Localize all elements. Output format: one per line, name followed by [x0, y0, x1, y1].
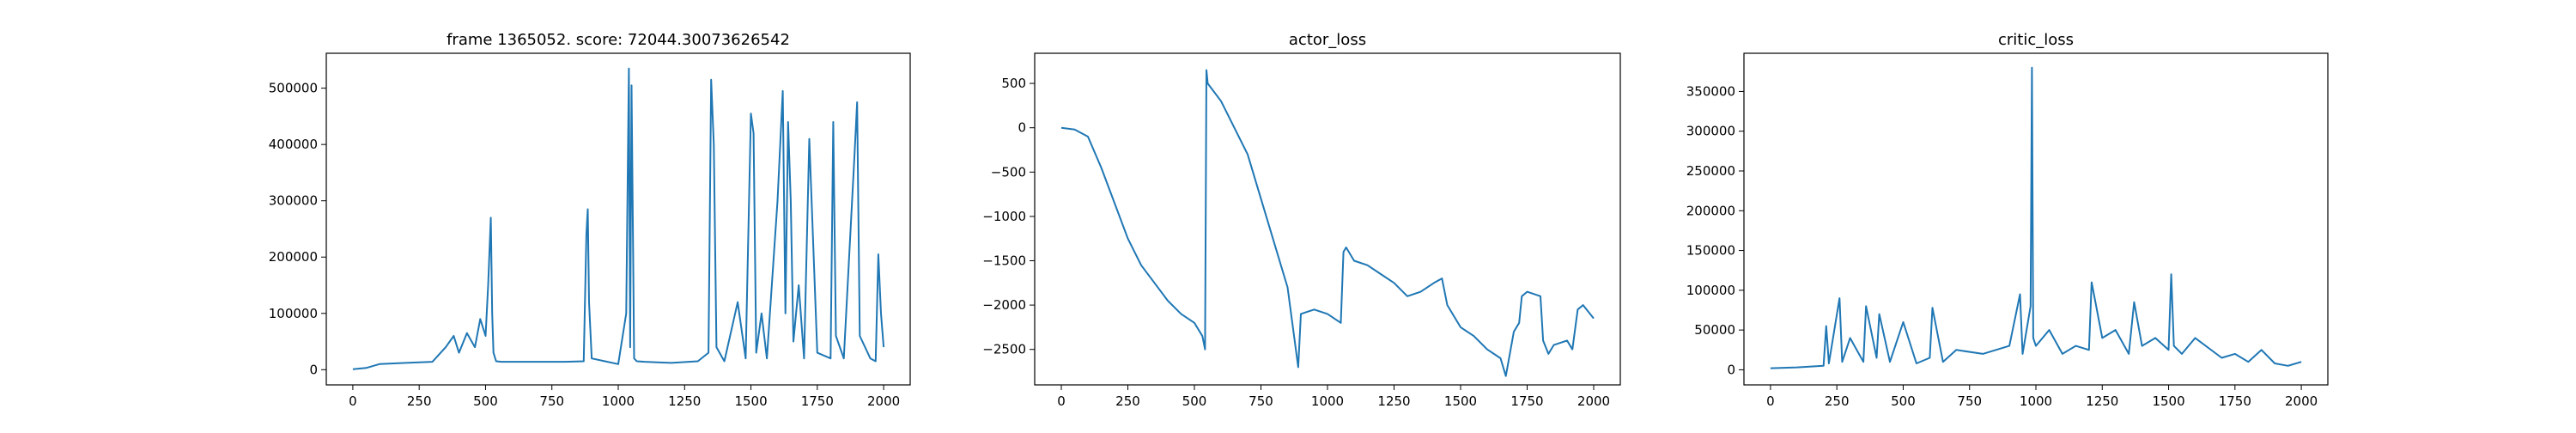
x-tick-label: 1500	[2152, 393, 2184, 409]
axes-frame	[1034, 52, 1621, 386]
x-tick-label: 1250	[1377, 393, 1410, 409]
x-tick-label: 750	[1249, 393, 1273, 409]
y-tick-label: −2500	[982, 342, 1026, 357]
chart-title: frame 1365052. score: 72044.30073626542	[447, 31, 790, 49]
y-tick-label: 250000	[1686, 163, 1735, 179]
x-tick-label: 1500	[734, 393, 767, 409]
x-tick-label: 0	[349, 393, 357, 409]
y-tick-label: −2000	[982, 297, 1026, 313]
y-tick-label: 400000	[269, 137, 318, 152]
y-tick-label: −500	[991, 164, 1026, 180]
x-tick-label: 1000	[602, 393, 635, 409]
axes-frame	[325, 52, 911, 386]
x-tick-label: 1750	[1510, 393, 1543, 409]
x-tick-label: 0	[1057, 393, 1066, 409]
x-tick-label: 500	[1182, 393, 1207, 409]
subplot-actor-loss: actor_loss 0 250 500 750 1000 1250 1500 1750 200…	[982, 31, 1621, 409]
y-tick-label: 300000	[269, 193, 318, 209]
y-tick-label: 200000	[269, 249, 318, 265]
x-tick-label: 250	[1825, 393, 1850, 409]
subplot-score: frame 1365052. score: 72044.30073626542 …	[269, 31, 911, 409]
y-tick-label: 500	[1001, 76, 1026, 91]
axes-frame	[1743, 52, 2329, 386]
chart-title: critic_loss	[1998, 31, 2074, 49]
y-tick-label: 100000	[269, 306, 318, 321]
series-line	[352, 67, 885, 370]
series-line	[1770, 66, 2302, 369]
x-tick-label: 1750	[801, 393, 834, 409]
y-tick-label: 50000	[1694, 322, 1735, 338]
y-tick-label: 0	[1018, 120, 1026, 136]
x-tick-label: 2000	[867, 393, 900, 409]
y-tick-label: 350000	[1686, 83, 1735, 99]
y-tick-label: 100000	[1686, 283, 1735, 298]
x-tick-label: 500	[473, 393, 498, 409]
x-tick-label: 1250	[668, 393, 701, 409]
x-tick-label: 1500	[1444, 393, 1477, 409]
y-tick-label: 200000	[1686, 203, 1735, 218]
subplot-critic-loss: critic_loss 0 250 500 750 1000 1250 1500 1750 20…	[1686, 31, 2329, 409]
y-tick-label: 0	[1727, 362, 1735, 377]
x-tick-label: 1750	[2219, 393, 2251, 409]
plot-area-score: 0 250 500 750 1000 1250 1500 1750 2000 0 100000 200…	[269, 52, 911, 409]
y-tick-label: 150000	[1686, 243, 1735, 259]
x-tick-label: 2000	[1577, 393, 1610, 409]
y-tick-label: −1500	[982, 253, 1026, 269]
plot-area-actor-loss: 0 250 500 750 1000 1250 1500 1750 2000 −2500 −2000…	[982, 52, 1621, 409]
x-tick-label: 0	[1766, 393, 1775, 409]
chart-title: actor_loss	[1289, 31, 1366, 49]
x-tick-label: 750	[539, 393, 564, 409]
y-tick-label: 0	[309, 362, 318, 377]
x-tick-label: 1000	[1311, 393, 1344, 409]
x-tick-label: 1250	[2086, 393, 2118, 409]
x-tick-label: 500	[1891, 393, 1916, 409]
x-tick-label: 250	[407, 393, 432, 409]
y-tick-label: −1000	[982, 209, 1026, 224]
x-tick-label: 2000	[2285, 393, 2318, 409]
y-tick-label: 300000	[1686, 124, 1735, 139]
y-tick-label: 500000	[269, 81, 318, 96]
x-tick-label: 1000	[2020, 393, 2052, 409]
x-tick-label: 750	[1957, 393, 1982, 409]
plot-area-critic-loss: 0 250 500 750 1000 1250 1500 1750 2000 0 50000 1000…	[1686, 52, 2329, 409]
series-line	[1060, 69, 1595, 377]
x-tick-label: 250	[1115, 393, 1140, 409]
